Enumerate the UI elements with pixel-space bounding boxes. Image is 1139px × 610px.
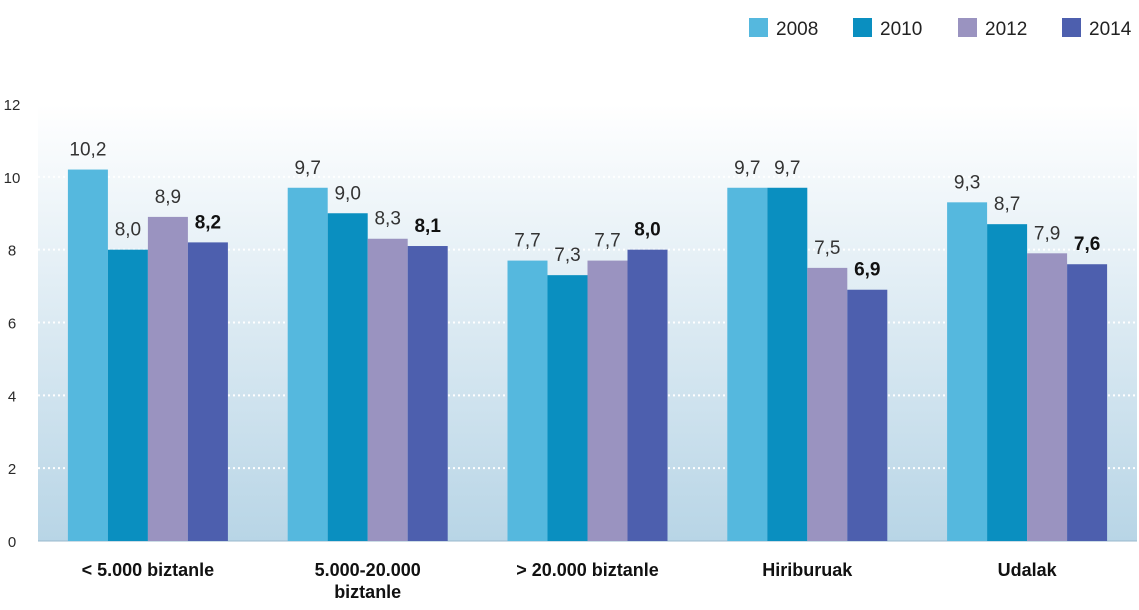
data-label: 7,6 bbox=[1074, 234, 1100, 255]
data-label: 9,0 bbox=[334, 183, 360, 204]
data-label: 7,5 bbox=[814, 238, 840, 259]
bar-2010 bbox=[987, 224, 1028, 542]
legend-label: 2014 bbox=[1089, 19, 1132, 40]
bar-2012 bbox=[807, 267, 848, 541]
bar-2010 bbox=[547, 275, 588, 541]
legend-swatch-2014 bbox=[1062, 18, 1081, 37]
data-label: 9,3 bbox=[954, 172, 980, 193]
data-label: 10,2 bbox=[69, 140, 106, 161]
y-tick-label: 8 bbox=[8, 243, 16, 260]
data-label: 8,0 bbox=[634, 220, 660, 241]
data-label: 8,9 bbox=[155, 187, 181, 208]
data-label: 8,0 bbox=[115, 220, 141, 241]
bar-2010 bbox=[327, 213, 368, 541]
data-labels: 10,2 8,0 8,9 8,2 9,7 9,0 8,3 8,1 7,7 7,3 7,7 8,0 9,7… bbox=[69, 140, 1100, 281]
bar-2012 bbox=[587, 260, 628, 541]
y-tick-label: 6 bbox=[8, 316, 16, 333]
data-label: 9,7 bbox=[294, 158, 320, 179]
bar-2008 bbox=[727, 187, 768, 541]
data-label: 7,7 bbox=[514, 231, 540, 252]
y-tick-label: 12 bbox=[4, 97, 21, 114]
bars bbox=[67, 169, 1108, 542]
x-tick-label: < 5.000 biztanle bbox=[82, 560, 215, 580]
legend-swatch-2012 bbox=[958, 18, 977, 37]
data-label: 9,7 bbox=[734, 158, 760, 179]
x-tick-label: > 20.000 biztanle bbox=[516, 560, 659, 580]
data-label: 7,9 bbox=[1034, 223, 1060, 244]
y-tick-label: 0 bbox=[8, 534, 16, 551]
bar-2014 bbox=[627, 249, 668, 541]
data-label: 8,1 bbox=[414, 216, 441, 237]
y-axis-ticks: 0 2 4 6 8 10 12 bbox=[4, 97, 21, 551]
x-tick-label: biztanle bbox=[334, 582, 401, 602]
bar-2014 bbox=[407, 246, 448, 541]
data-label: 8,3 bbox=[374, 209, 400, 230]
bar-2012 bbox=[367, 238, 408, 541]
bar-2012 bbox=[147, 216, 188, 541]
bar-2008 bbox=[287, 187, 328, 541]
y-tick-label: 4 bbox=[8, 388, 16, 405]
bar-2008 bbox=[947, 202, 988, 541]
bar-2010 bbox=[767, 187, 808, 541]
y-tick-label: 2 bbox=[8, 461, 16, 478]
x-tick-label: 5.000-20.000 bbox=[315, 560, 421, 580]
data-label: 7,7 bbox=[594, 231, 620, 252]
data-label: 8,2 bbox=[195, 212, 221, 233]
bar-2012 bbox=[1027, 253, 1068, 541]
y-tick-label: 10 bbox=[4, 170, 21, 187]
data-label: 6,9 bbox=[854, 260, 880, 281]
bar-2014 bbox=[1067, 264, 1108, 541]
data-label: 7,3 bbox=[554, 245, 580, 266]
legend-swatch-2008 bbox=[749, 18, 768, 37]
bar-2014 bbox=[847, 289, 888, 541]
legend-swatch-2010 bbox=[853, 18, 872, 37]
legend: 2008 2010 2012 2014 bbox=[749, 18, 1132, 40]
x-tick-label: Udalak bbox=[998, 560, 1058, 580]
data-label: 9,7 bbox=[774, 158, 800, 179]
legend-label: 2010 bbox=[880, 19, 922, 40]
data-label: 8,7 bbox=[994, 194, 1020, 215]
x-tick-label: Hiriburuak bbox=[762, 560, 853, 580]
bar-2008 bbox=[67, 169, 108, 542]
legend-label: 2008 bbox=[776, 19, 818, 40]
bar-2014 bbox=[187, 242, 228, 541]
bar-2010 bbox=[107, 249, 148, 541]
legend-label: 2012 bbox=[985, 19, 1027, 40]
bar-2008 bbox=[507, 260, 548, 541]
